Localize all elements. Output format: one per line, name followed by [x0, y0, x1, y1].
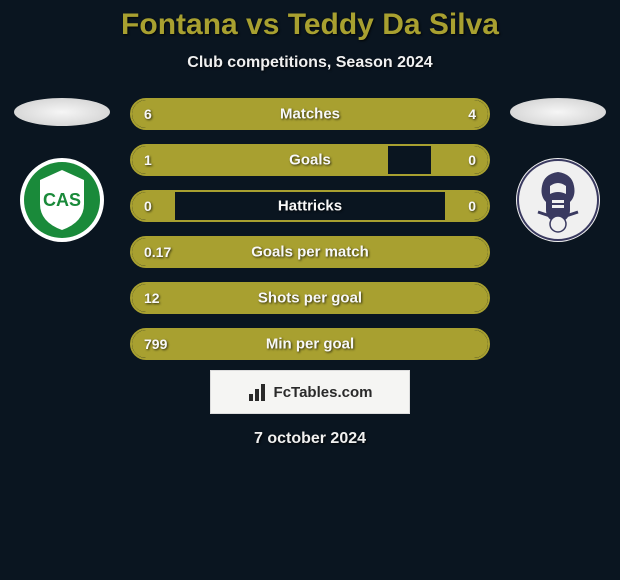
- stat-value-left: 1: [144, 152, 152, 168]
- team-badge-left: CAS: [18, 156, 106, 244]
- left-player-col: CAS: [10, 98, 114, 244]
- stat-value-right: 0: [468, 198, 476, 214]
- stat-bar-matches: 6 Matches 4: [130, 98, 490, 130]
- bars-icon: [248, 382, 268, 402]
- player-silhouette-left: [14, 98, 110, 126]
- stat-bar-goals: 1 Goals 0: [130, 144, 490, 176]
- team-badge-right: [514, 156, 602, 244]
- stat-label: Goals per match: [251, 244, 369, 261]
- stat-fill-right: [431, 146, 488, 174]
- stats-column: 6 Matches 4 1 Goals 0 0 Hattricks 0 0.: [130, 98, 490, 360]
- stat-value-left: 0: [144, 198, 152, 214]
- attribution-text: FcTables.com: [274, 384, 373, 401]
- stat-value-right: 4: [468, 106, 476, 122]
- stat-fill-left: [132, 146, 388, 174]
- subtitle: Club competitions, Season 2024: [0, 54, 620, 72]
- main-row: CAS 6 Matches 4 1 Goals 0: [0, 98, 620, 360]
- page-title: Fontana vs Teddy Da Silva: [0, 8, 620, 42]
- stat-label: Matches: [280, 106, 340, 123]
- stat-bar-goals-per-match: 0.17 Goals per match: [130, 236, 490, 268]
- attribution-badge: FcTables.com: [210, 370, 410, 414]
- crest-icon: [514, 156, 602, 244]
- stat-value-right: 0: [468, 152, 476, 168]
- stat-value-left: 799: [144, 336, 167, 352]
- comparison-card: Fontana vs Teddy Da Silva Club competiti…: [0, 0, 620, 448]
- stat-bar-min-per-goal: 799 Min per goal: [130, 328, 490, 360]
- stat-value-left: 6: [144, 106, 152, 122]
- stat-bar-hattricks: 0 Hattricks 0: [130, 190, 490, 222]
- stat-bar-shots-per-goal: 12 Shots per goal: [130, 282, 490, 314]
- stat-value-left: 12: [144, 290, 160, 306]
- date-line: 7 october 2024: [0, 430, 620, 448]
- stat-label: Min per goal: [266, 336, 354, 353]
- stat-label: Goals: [289, 152, 331, 169]
- badge-text-left: CAS: [43, 190, 81, 210]
- shield-icon: CAS: [18, 156, 106, 244]
- right-player-col: [506, 98, 610, 244]
- stat-fill-right: [445, 192, 488, 220]
- stat-value-left: 0.17: [144, 244, 171, 260]
- player-silhouette-right: [510, 98, 606, 126]
- stat-fill-left: [132, 192, 175, 220]
- stat-label: Shots per goal: [258, 290, 362, 307]
- stat-fill-right: [346, 100, 488, 128]
- stat-label: Hattricks: [278, 198, 342, 215]
